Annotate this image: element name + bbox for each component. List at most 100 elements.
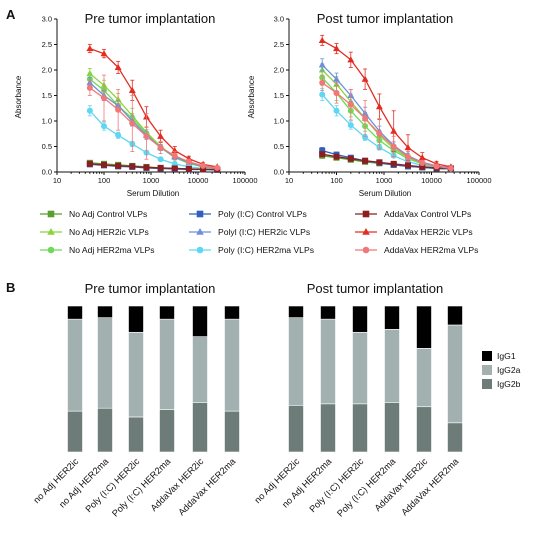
data-point — [171, 165, 178, 172]
y-tick-label: 0.0 — [274, 168, 284, 177]
data-point — [171, 160, 178, 167]
data-point — [319, 151, 326, 158]
legend-label: AddaVax HER2ma VLPs — [384, 245, 478, 255]
bar-segment — [352, 331, 368, 405]
data-point — [318, 36, 326, 43]
bar-segment — [416, 305, 432, 349]
x-category-label: Poly (I:C) HER2ic — [83, 456, 141, 514]
legend-label: Poly (I:C) HER2ma VLPs — [218, 245, 314, 255]
data-point — [129, 120, 136, 127]
data-point — [390, 127, 398, 134]
y-tick-label: 0.5 — [274, 142, 284, 151]
bar-segment — [97, 305, 113, 318]
data-point — [319, 79, 326, 86]
x-tick-label: 1000 — [376, 176, 393, 185]
data-point — [114, 63, 122, 70]
data-point — [404, 162, 411, 169]
bar-segment — [447, 305, 463, 326]
bar-segment — [67, 318, 83, 412]
bar-segment — [192, 336, 208, 403]
data-point — [115, 132, 122, 139]
y-tick-label: 3.0 — [274, 15, 284, 24]
bar-segment — [67, 305, 83, 320]
y-tick-label: 0.5 — [42, 142, 52, 151]
data-point — [157, 144, 164, 151]
series-line — [321, 82, 451, 170]
legend-marker — [196, 228, 204, 235]
data-point — [390, 143, 397, 150]
data-point — [100, 50, 108, 57]
bar-segment — [416, 406, 432, 453]
data-point — [333, 44, 340, 52]
bar-segment — [192, 305, 208, 337]
bar-segment — [288, 404, 304, 453]
data-point — [419, 163, 426, 170]
data-point — [390, 160, 397, 167]
legend-marker — [196, 210, 204, 218]
data-point — [200, 166, 207, 173]
series-line — [89, 110, 218, 171]
bar-segment — [352, 403, 368, 453]
data-point — [333, 107, 340, 114]
x-category-label: Poly (I:C) HER2ic — [307, 456, 365, 514]
data-point — [376, 130, 383, 137]
data-point — [333, 153, 340, 160]
series-line — [89, 47, 218, 168]
bar-segment — [97, 317, 113, 409]
y-tick-label: 2.0 — [274, 66, 284, 75]
legend-label: IgG2b — [497, 379, 521, 389]
bar-legend: IgG1 IgG2a IgG2b — [482, 351, 521, 389]
legend-label: IgG1 — [497, 351, 516, 361]
legend-swatch — [482, 365, 492, 375]
bar-segment — [67, 410, 83, 453]
x-category-label: AddaVax HER2ma — [399, 456, 461, 518]
legend-label: No Adj Control VLPs — [69, 209, 147, 219]
y-tick-label: 2.0 — [42, 66, 52, 75]
data-point — [86, 107, 93, 114]
data-point — [157, 132, 165, 139]
bar-segment — [384, 305, 400, 330]
legend-label: AddaVax HER2ic VLPs — [384, 227, 473, 237]
data-point — [185, 165, 192, 172]
data-point — [447, 165, 454, 172]
x-category-label: Poly (I:C) HER2ma — [110, 456, 173, 519]
x-tick-label: 10 — [285, 176, 293, 185]
data-point — [157, 156, 164, 163]
bar-segment — [320, 403, 336, 453]
legend-marker — [362, 246, 370, 254]
chart-title: Post tumor implantation — [317, 11, 454, 26]
x-tick-label: 10 — [53, 176, 61, 185]
data-point — [362, 134, 369, 141]
series-line — [89, 73, 218, 170]
data-point — [101, 161, 107, 168]
data-point — [362, 157, 369, 164]
data-point — [404, 153, 411, 160]
series-line — [89, 78, 218, 170]
data-point — [333, 89, 340, 96]
legend-marker — [47, 210, 55, 218]
data-point — [361, 75, 369, 82]
series-line — [89, 163, 218, 171]
bar-segment — [128, 331, 144, 418]
data-point — [433, 163, 440, 170]
bar-segment — [224, 318, 240, 412]
series-line — [321, 77, 451, 170]
panel-label-b: B — [6, 280, 15, 295]
bar-segment — [159, 318, 175, 410]
bar-segment — [97, 407, 113, 453]
data-point — [419, 159, 426, 166]
x-tick-label: 10000 — [188, 176, 209, 185]
data-point — [319, 91, 326, 98]
data-point — [347, 122, 354, 129]
panel-label-a: A — [6, 7, 16, 22]
legend-label: No Adj HER2ic VLPs — [69, 227, 149, 237]
data-point — [157, 164, 164, 171]
data-point — [319, 147, 326, 154]
chart-title: Post tumor implantation — [307, 281, 444, 296]
legend-label: No Adj HER2ma VLPs — [69, 245, 155, 255]
data-point — [101, 95, 107, 102]
series-line — [321, 94, 451, 170]
chart-title: Pre tumor implantation — [85, 11, 216, 26]
bar-segment — [320, 318, 336, 405]
